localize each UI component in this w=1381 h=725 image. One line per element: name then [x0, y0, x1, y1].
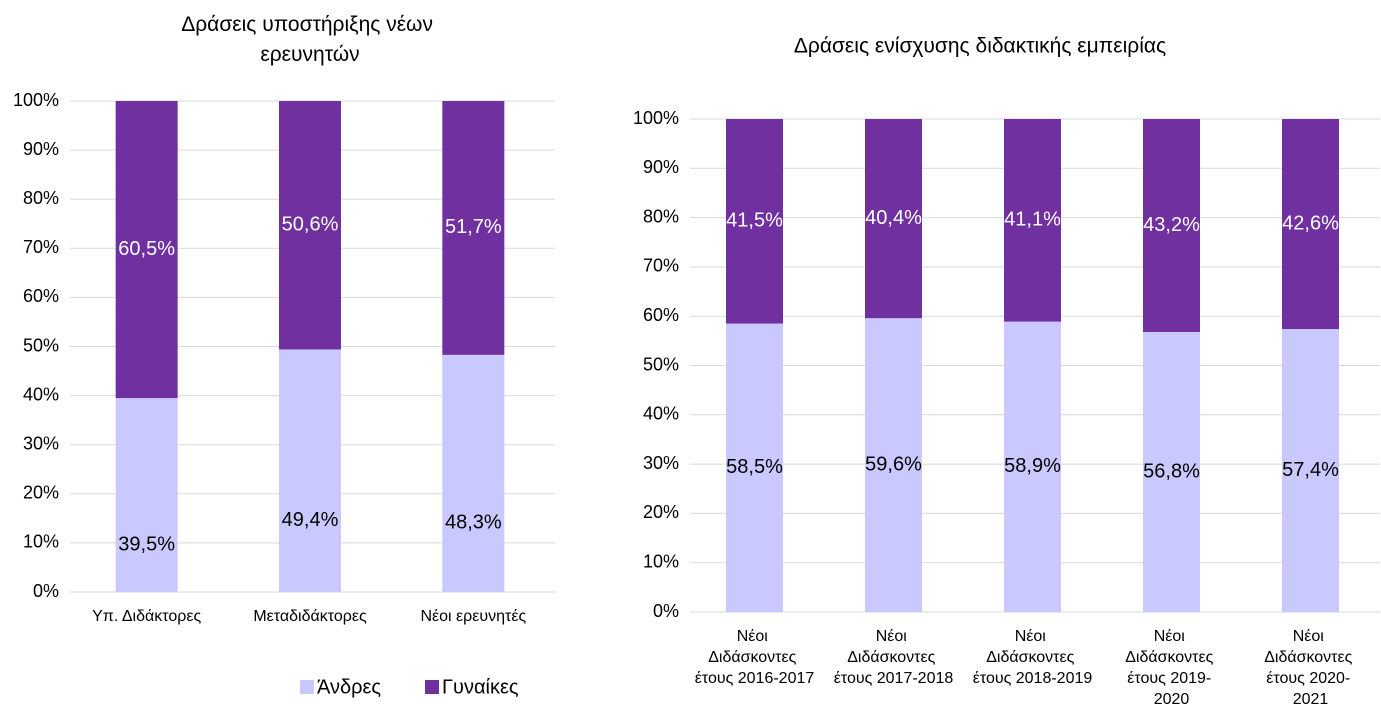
y-tick-label: 100%	[633, 108, 679, 128]
y-tick-label: 90%	[23, 139, 59, 159]
y-tick-label: 100%	[13, 90, 59, 110]
bar-segment	[442, 101, 505, 355]
data-label: 59,6%	[865, 453, 922, 475]
bar-segment	[1004, 321, 1061, 612]
data-label: 58,5%	[726, 456, 783, 478]
legend-swatch	[425, 680, 439, 694]
x-tick-label: Νέοι Διδάσκοντες έτους 2020- 2021	[1264, 628, 1357, 708]
x-tick-label: Νέοι Διδάσκοντες έτους 2018-2019	[973, 628, 1093, 687]
x-tick-label: Νέοι ερευνητές	[420, 608, 526, 625]
data-label: 41,1%	[1004, 209, 1061, 231]
bar-segment	[442, 354, 505, 592]
bar-segment	[279, 349, 341, 592]
y-tick-label: 70%	[643, 256, 679, 276]
x-tick-label: Νέοι Διδάσκοντες έτους 2019- 2020	[1125, 628, 1218, 708]
y-tick-label: 80%	[23, 188, 59, 208]
chart-title: Δράσεις ενίσχυσης διδακτικής εμπειρίας	[794, 35, 1166, 58]
y-tick-label: 50%	[643, 354, 679, 374]
legend-swatch	[300, 680, 314, 694]
y-tick-label: 20%	[23, 483, 59, 503]
data-label: 42,6%	[1282, 212, 1339, 234]
y-tick-label: 10%	[23, 532, 59, 552]
data-label: 58,9%	[1004, 455, 1061, 477]
bar-segment	[1282, 329, 1339, 612]
bar-segment	[1004, 119, 1061, 322]
bar-segment	[1282, 119, 1339, 330]
data-label: 60,5%	[118, 238, 175, 260]
y-tick-label: 70%	[23, 237, 59, 257]
x-tick-label: Υπ. Διδάκτορες	[92, 608, 201, 625]
bar-segment	[865, 119, 922, 319]
data-label: 48,3%	[445, 512, 502, 534]
data-label: 50,6%	[282, 214, 339, 236]
bar-segment	[726, 119, 783, 324]
y-tick-label: 20%	[643, 502, 679, 522]
bar-segment	[279, 101, 341, 350]
data-label: 41,5%	[726, 210, 783, 232]
data-label: 39,5%	[118, 533, 175, 555]
y-tick-label: 30%	[23, 433, 59, 453]
legend-label: Άνδρες	[317, 676, 381, 698]
bar-segment	[726, 323, 783, 612]
y-tick-label: 60%	[643, 305, 679, 325]
legend-label: Γυναίκες	[442, 676, 519, 698]
y-tick-label: 50%	[23, 335, 59, 355]
y-tick-label: 30%	[643, 453, 679, 473]
x-tick-label: Νέοι Διδάσκοντες έτους 2016-2017	[695, 628, 815, 687]
data-label: 56,8%	[1143, 460, 1200, 482]
y-tick-label: 40%	[23, 384, 59, 404]
bar-segment	[115, 398, 178, 592]
y-tick-label: 0%	[33, 581, 59, 601]
data-label: 40,4%	[865, 207, 922, 229]
data-label: 49,4%	[282, 509, 339, 531]
chart-title: Δράσεις υποστήριξης νέων ερευνητών	[181, 13, 439, 66]
y-tick-label: 90%	[643, 157, 679, 177]
bar-segment	[1143, 119, 1200, 332]
data-label: 43,2%	[1143, 214, 1200, 236]
y-tick-label: 60%	[23, 286, 59, 306]
y-tick-label: 40%	[643, 404, 679, 424]
y-tick-label: 80%	[643, 206, 679, 226]
y-tick-label: 0%	[653, 601, 679, 621]
bar-segment	[1143, 331, 1200, 612]
x-tick-label: Νέοι Διδάσκοντες έτους 2017-2018	[834, 628, 954, 687]
y-tick-label: 10%	[643, 551, 679, 571]
x-tick-label: Μεταδιδάκτορες	[253, 608, 367, 625]
bar-segment	[115, 101, 178, 399]
data-label: 51,7%	[445, 216, 502, 238]
bar-segment	[865, 318, 922, 612]
data-label: 57,4%	[1282, 459, 1339, 481]
